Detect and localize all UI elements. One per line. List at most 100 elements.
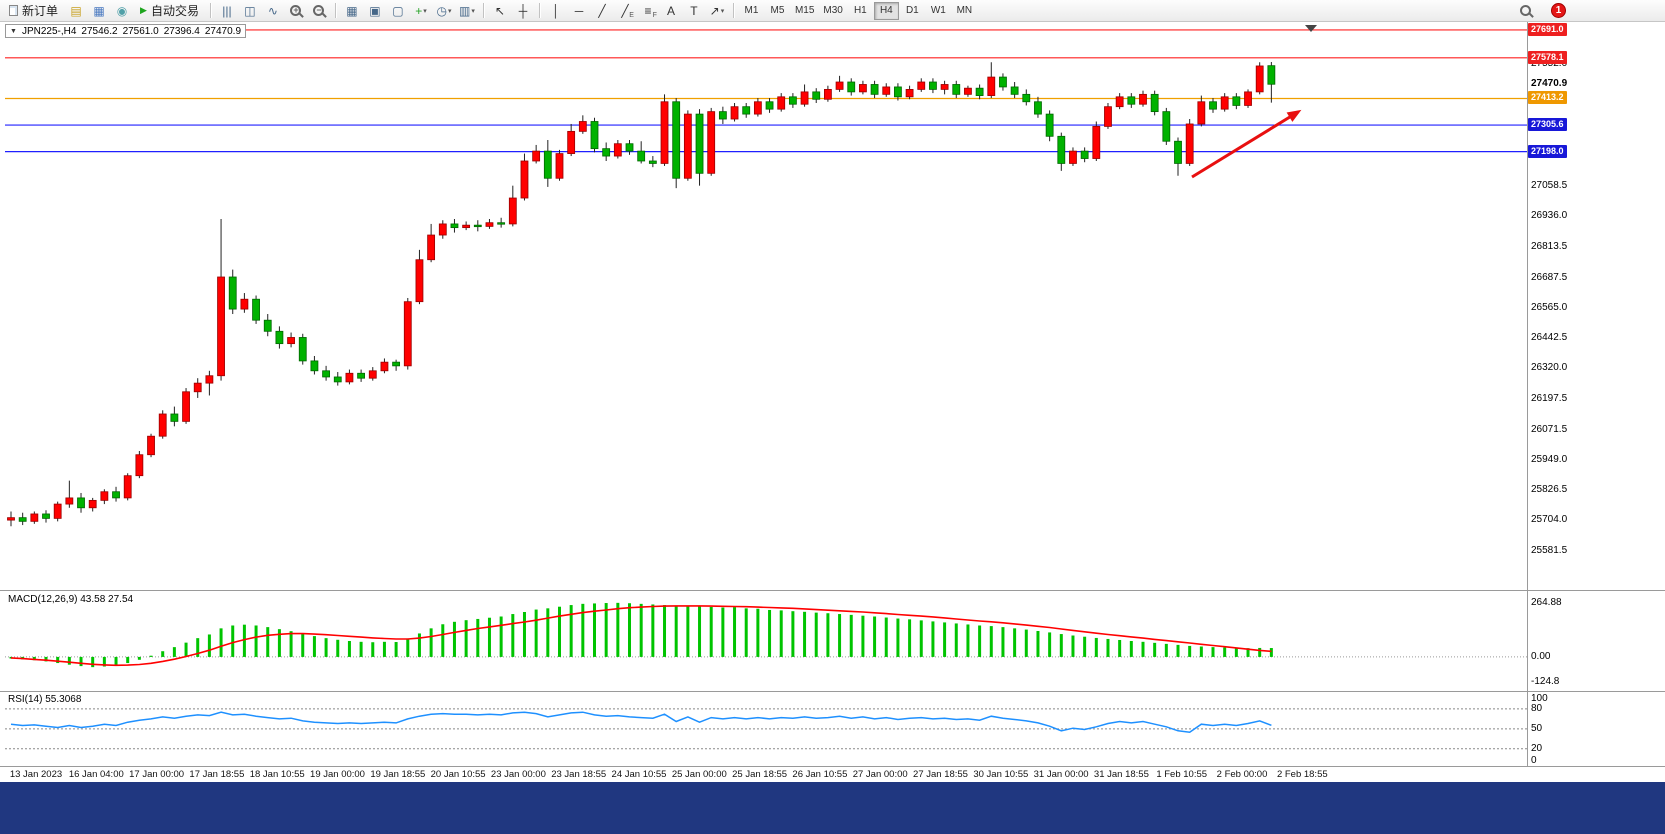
ohlc-bars-icon[interactable]: |||	[216, 1, 238, 20]
period-clock-icon[interactable]: ◷ ▾	[433, 1, 455, 20]
arrows-objects-icon[interactable]: ↗ ▾	[706, 1, 728, 20]
new-order-icon	[9, 5, 18, 16]
candle-body	[812, 91, 821, 100]
timeframe-h4-button[interactable]: H4	[873, 1, 899, 20]
candle-body	[952, 84, 961, 95]
autotrade-play-icon: ▶	[140, 5, 147, 15]
pointer-group: ↖ ┼	[489, 1, 534, 20]
toolbar-separator	[334, 3, 336, 18]
candle-body	[695, 113, 704, 174]
cursor-icon[interactable]: ↖	[489, 1, 511, 20]
chevron-down-icon: ▾	[423, 7, 427, 15]
candle-body	[252, 298, 260, 321]
zoom-in-icon[interactable]	[285, 1, 307, 20]
candle-body	[835, 81, 844, 90]
candle-body	[123, 475, 132, 499]
timeframe-w1-button[interactable]: W1	[926, 2, 951, 20]
autotrade-button[interactable]: ▶ 自动交易	[134, 1, 205, 20]
timeframe-m15-button[interactable]: M15	[791, 2, 818, 20]
text-icon[interactable]: A	[660, 1, 682, 20]
candle-body	[7, 517, 15, 521]
candle-body	[462, 224, 471, 229]
candle-body	[590, 121, 599, 150]
tile-windows-icon[interactable]: ▦	[341, 1, 363, 20]
search-icon[interactable]	[1520, 5, 1531, 16]
candle-body	[298, 337, 307, 362]
candle-body	[905, 89, 914, 98]
chart-menu-icon[interactable]: ▼	[10, 27, 17, 35]
zoom-out-icon[interactable]	[308, 1, 330, 20]
timeframe-h1-button[interactable]: H1	[848, 2, 873, 20]
toolbar-separator	[732, 3, 734, 18]
candle-body	[975, 87, 984, 96]
trend-arrow-head	[1286, 109, 1302, 122]
chart-shift-marker[interactable]	[1305, 25, 1317, 32]
timeframe-m1-button[interactable]: M1	[739, 2, 764, 20]
new-chart-icon[interactable]: + ▾	[410, 1, 432, 20]
trendline-icon: ╱	[598, 3, 606, 18]
horizontal-line-icon: ─	[574, 3, 584, 18]
candle-body	[18, 517, 27, 522]
candle-body	[368, 370, 377, 379]
candle-body	[88, 499, 97, 509]
fibonacci-icon[interactable]: ≡ F	[637, 1, 659, 20]
candle-body	[263, 319, 272, 332]
candle-body	[193, 382, 202, 393]
candle-body	[287, 337, 295, 345]
taskbar[interactable]	[0, 782, 1665, 834]
candle-body	[648, 160, 657, 164]
candle-body	[1080, 150, 1089, 159]
candle-body	[1244, 91, 1252, 106]
timeframe-mn-button[interactable]: MN	[952, 2, 977, 20]
rsi-line	[10, 711, 1272, 733]
candle-body	[777, 96, 786, 110]
candle-body	[205, 375, 214, 384]
candle-body	[1162, 111, 1171, 142]
tile-windows-icon: ▦	[346, 3, 358, 18]
rsi-label: RSI(14) 55.3068	[8, 694, 82, 705]
equidistant-channel-icon: ╱	[621, 3, 629, 18]
data-window-icon[interactable]: ▦	[88, 1, 110, 20]
fibonacci-icon-sub: F	[652, 12, 657, 19]
ohlc-low: 27396.4	[163, 25, 200, 37]
candle-body	[987, 76, 996, 96]
equidistant-channel-icon[interactable]: ╱ E	[614, 1, 636, 20]
autotrade-label: 自动交易	[150, 4, 199, 18]
candle-body	[742, 106, 751, 115]
chart-snapshot-icon[interactable]: ▥ ▾	[456, 1, 478, 20]
candle-body	[824, 89, 832, 100]
candle-body	[625, 143, 634, 152]
timeframe-group: M1 M5 M15 M30 H1 H4 D1 W1 MN	[739, 1, 977, 20]
macd-label: MACD(12,26,9) 43.58 27.54	[8, 594, 134, 605]
candle-body	[800, 91, 809, 105]
arrange-windows-icon: ▢	[392, 3, 404, 18]
candle-body	[438, 223, 447, 236]
cascade-windows-icon: ▣	[369, 3, 381, 18]
market-watch-icon[interactable]: ▤	[65, 1, 87, 20]
timeframe-m30-button[interactable]: M30	[819, 2, 846, 20]
candle-body	[77, 497, 85, 509]
trendline-icon[interactable]: ╱	[591, 1, 613, 20]
trend-arrow-annotation[interactable]	[1191, 110, 1299, 179]
arrange-windows-icon[interactable]: ▢	[387, 1, 409, 20]
timeframe-d1-button[interactable]: D1	[900, 2, 925, 20]
candle-body	[637, 150, 646, 162]
candlestick-chart-icon[interactable]: ◫	[239, 1, 261, 20]
candle-body	[1139, 93, 1147, 105]
text-label-icon[interactable]: T	[683, 1, 705, 20]
candle-body	[170, 413, 179, 422]
line-chart-icon[interactable]: ∿	[262, 1, 284, 20]
vertical-line-icon: │	[552, 3, 560, 18]
timeframe-m5-button[interactable]: M5	[765, 2, 790, 20]
cascade-windows-icon[interactable]: ▣	[364, 1, 386, 20]
candle-body	[730, 106, 739, 120]
crosshair-icon[interactable]: ┼	[512, 1, 534, 20]
horizontal-line-icon[interactable]: ─	[568, 1, 590, 20]
navigator-icon[interactable]: ◉	[111, 1, 133, 20]
candle-body	[882, 86, 891, 95]
chevron-down-icon: ▾	[447, 7, 452, 15]
notification-badge[interactable]: 1	[1551, 3, 1566, 18]
new-order-button[interactable]: 新订单	[3, 1, 64, 20]
vertical-line-icon[interactable]: │	[545, 1, 567, 20]
